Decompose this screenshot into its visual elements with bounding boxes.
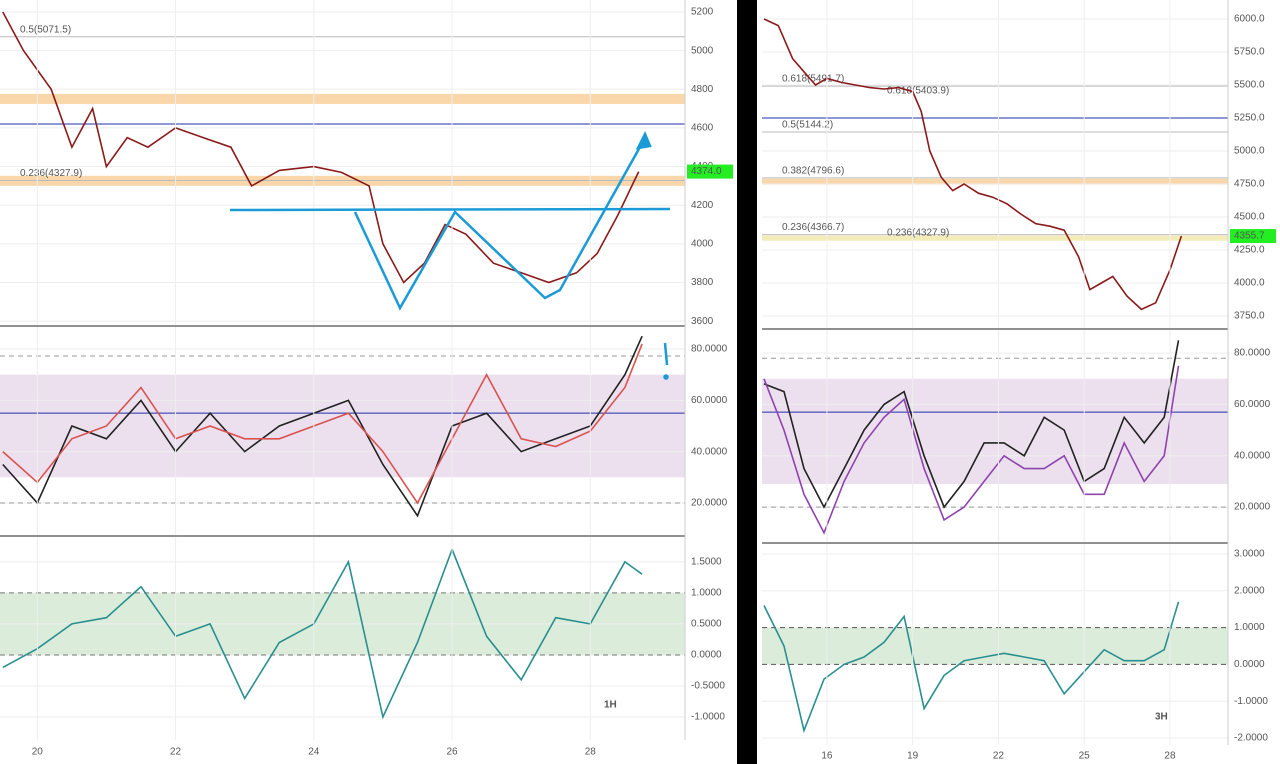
price-tag-label: 4374.0 (691, 166, 722, 177)
y-tick-label: 40.0000 (1234, 450, 1271, 461)
y-tick-label: 80.0000 (691, 344, 728, 355)
y-tick-label: 4500.0 (1234, 212, 1265, 223)
y-tick-label: 5500.0 (1234, 80, 1265, 91)
y-tick-label: 1.0000 (691, 588, 722, 599)
y-tick-label: -2.0000 (1234, 733, 1268, 744)
y-tick-label: -1.0000 (1234, 696, 1268, 707)
price-tag (1230, 229, 1276, 244)
level-label: 0.236(4327.9) (887, 227, 949, 238)
y-tick-label: 0.5000 (691, 619, 722, 630)
y-tick-label: 1.0000 (1234, 622, 1265, 633)
x-tick-label: 26 (446, 747, 458, 758)
level-label: 0.236(4366.7) (782, 222, 844, 233)
y-tick-label: 4200 (691, 200, 714, 211)
mark (663, 342, 669, 366)
x-tick-label: 19 (907, 751, 919, 762)
series-line (2, 335, 643, 518)
x-tick-label: 22 (993, 751, 1005, 762)
y-tick-label: 4250.0 (1234, 245, 1265, 256)
y-tick-label: 4000 (691, 238, 714, 249)
y-tick-label: 40.0000 (691, 446, 728, 457)
band (0, 374, 685, 478)
y-tick-label: 1.5000 (691, 556, 722, 567)
band (0, 93, 685, 104)
x-tick-label: 16 (821, 751, 833, 762)
y-tick-label: 2.0000 (1234, 585, 1265, 596)
arrow-head (635, 130, 652, 150)
divider (737, 0, 757, 764)
level-label: 0.382(4796.6) (782, 165, 844, 176)
pane (0, 335, 685, 518)
pane (762, 340, 1228, 535)
timeframe-label: 3H (1155, 712, 1168, 723)
y-tick-label: 20.0000 (691, 498, 728, 509)
series-line (763, 601, 1180, 734)
pane (762, 553, 1228, 739)
y-tick-label: 5000 (691, 45, 714, 56)
y-tick-label: -1.0000 (691, 712, 725, 723)
level-label: 0.5(5071.5) (20, 24, 71, 35)
y-tick-label: 20.0000 (1234, 502, 1271, 513)
y-tick-label: 80.0000 (1234, 348, 1271, 359)
x-tick-label: 25 (1079, 751, 1091, 762)
y-tick-label: 3750.0 (1234, 311, 1265, 322)
price-tag-label: 4355.7 (1234, 231, 1265, 242)
level-label: 0.5(5144.2) (782, 120, 833, 131)
neckline (229, 207, 671, 212)
series-line (2, 343, 643, 505)
y-tick-label: 4000.0 (1234, 278, 1265, 289)
timeframe-label: 1H (604, 700, 617, 711)
y-tick-label: 4600 (691, 123, 714, 134)
level-label: 0.618(5403.9) (887, 85, 949, 96)
mark (663, 374, 669, 380)
y-tick-label: 60.0000 (691, 395, 728, 406)
y-tick-label: 3800 (691, 277, 714, 288)
y-tick-label: 5750.0 (1234, 47, 1265, 58)
y-tick-label: 5200 (691, 7, 714, 18)
pane (0, 547, 685, 720)
band (762, 178, 1228, 185)
level-label: 0.618(5491.7) (782, 74, 844, 85)
x-tick-label: 22 (170, 747, 182, 758)
y-tick-label: 5000.0 (1234, 146, 1265, 157)
y-tick-label: 3600 (691, 316, 714, 327)
x-tick-label: 28 (1164, 751, 1176, 762)
series-line (2, 11, 640, 284)
drawn-lines (229, 130, 671, 380)
series-line (2, 547, 643, 720)
series-line (763, 18, 1183, 311)
y-tick-label: 0.0000 (691, 650, 722, 661)
y-tick-label: 0.0000 (1234, 659, 1265, 670)
level-label: 0.236(4327.9) (20, 168, 82, 179)
x-tick-label: 28 (585, 747, 597, 758)
price-tag (687, 164, 733, 179)
series-line (763, 365, 1180, 535)
y-tick-label: -0.5000 (691, 681, 725, 692)
y-tick-label: 6000.0 (1234, 14, 1265, 25)
band (762, 627, 1228, 665)
y-tick-label: 4750.0 (1234, 179, 1265, 190)
y-tick-label: 5250.0 (1234, 113, 1265, 124)
y-tick-label: 3.0000 (1234, 549, 1265, 560)
y-tick-label: 60.0000 (1234, 399, 1271, 410)
series-line (763, 340, 1180, 509)
x-tick-label: 20 (32, 747, 44, 758)
pane: 0.5(5071.5) 0.236(4327.9) (0, 11, 685, 322)
w-pattern (353, 137, 647, 311)
y-tick-label: 4800 (691, 84, 714, 95)
band (762, 235, 1228, 241)
pane: 0.618(5491.7) 0.5(5144.2) 0.382(4796.6) 0.2… (762, 18, 1228, 317)
x-tick-label: 24 (308, 747, 320, 758)
